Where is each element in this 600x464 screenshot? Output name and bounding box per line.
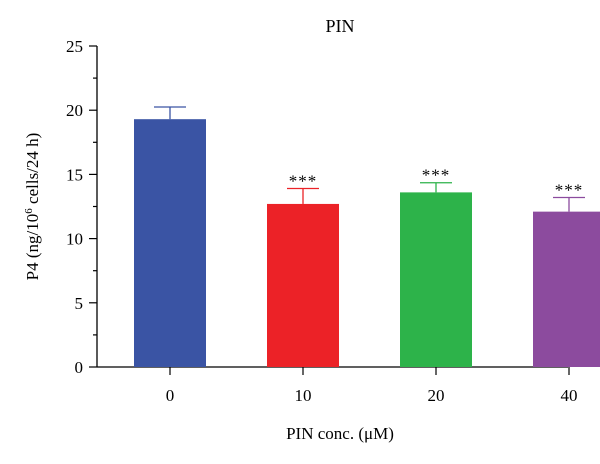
bar: [533, 211, 600, 367]
y-axis-title-superscript: 6: [23, 208, 35, 214]
x-tick-label: 0: [166, 386, 175, 405]
significance-annotation: ***: [289, 172, 318, 191]
y-tick-label: 0: [75, 358, 84, 377]
x-tick-label: 40: [561, 386, 578, 405]
significance-annotation: ***: [422, 166, 451, 185]
bar: [400, 192, 472, 367]
chart-title: PIN: [325, 16, 354, 36]
significance-annotation: ***: [555, 181, 584, 200]
y-axis-title-unit: cells/24 h): [23, 133, 42, 209]
y-axis-title: P4 (ng/106 cells/24 h): [23, 133, 42, 281]
x-axis: 0 10 20 40: [97, 366, 578, 405]
y-tick-label: 10: [66, 230, 83, 249]
y-axis: 0 5 10 15 20 25: [66, 37, 98, 377]
bar: [267, 203, 339, 367]
y-tick-label: 5: [75, 294, 84, 313]
x-tick-label: 20: [428, 386, 445, 405]
y-tick-label: 20: [66, 101, 83, 120]
y-axis-title-main: P4 (ng/10: [23, 214, 42, 281]
y-tick-label: 25: [66, 37, 83, 56]
x-axis-title: PIN conc. (μM): [286, 424, 394, 443]
x-tick-label: 10: [295, 386, 312, 405]
y-tick-label: 15: [66, 165, 83, 184]
bars: *** *** ***: [134, 106, 600, 367]
bar: [134, 119, 206, 367]
